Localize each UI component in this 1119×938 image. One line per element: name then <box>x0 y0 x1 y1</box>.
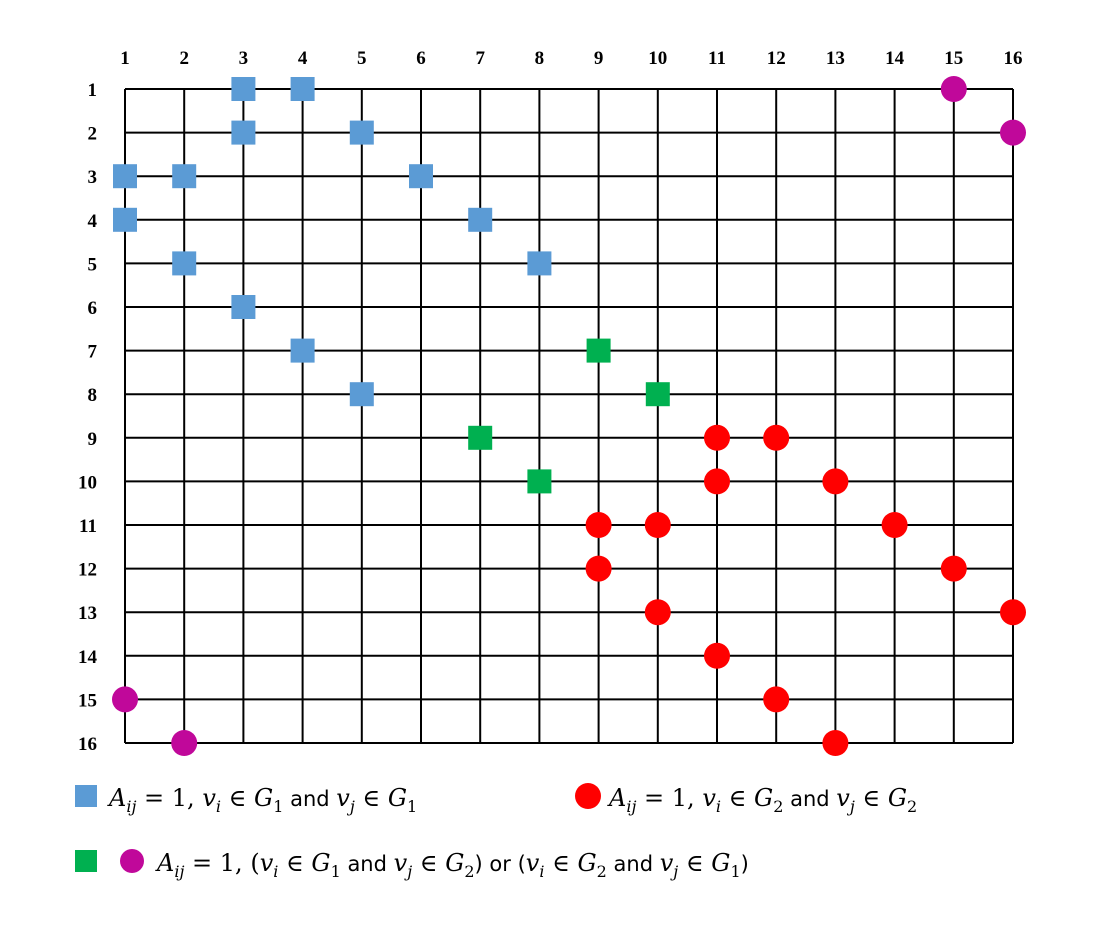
column-label: 8 <box>535 48 545 69</box>
column-label: 15 <box>944 48 963 69</box>
column-label: 4 <box>298 48 308 69</box>
row-label: 11 <box>79 516 97 537</box>
blue-square-marker <box>409 164 433 189</box>
legend-cross-group-text: Aij = 1, (vi ∈ G1 and vj ∈ G2) or (vi ∈ … <box>155 849 749 881</box>
row-label: 1 <box>88 80 98 101</box>
blue-square-marker <box>290 77 315 101</box>
red-circle-marker <box>704 424 730 451</box>
row-label: 8 <box>88 385 98 406</box>
green-square-marker <box>468 425 493 450</box>
column-labels: 1 2 3 4 5 6 7 8 9 10 11 12 13 14 15 16 <box>120 48 1022 69</box>
legend-blue-square-icon <box>75 785 97 807</box>
blue-square-marker <box>231 120 256 145</box>
column-label: 12 <box>767 48 786 69</box>
column-label: 5 <box>357 48 367 69</box>
red-circle-marker <box>822 468 849 495</box>
column-label: 2 <box>179 48 189 69</box>
red-circle-marker <box>1000 599 1026 626</box>
row-label: 13 <box>78 603 97 624</box>
column-label: 3 <box>239 48 249 69</box>
red-circle-marker <box>763 424 790 451</box>
row-label: 14 <box>78 647 98 668</box>
column-label: 6 <box>416 48 426 69</box>
magenta-circle-marker <box>171 730 198 756</box>
row-label: 6 <box>88 298 98 319</box>
green-square-marker <box>527 469 552 494</box>
red-circle-marker <box>704 642 730 669</box>
column-label: 16 <box>1004 48 1023 69</box>
row-label: 16 <box>78 734 97 755</box>
blue-square-marker <box>231 77 256 101</box>
red-circle-marker <box>763 686 790 713</box>
blue-square-marker <box>349 120 374 145</box>
red-circle-marker <box>644 512 671 538</box>
legend-g2-g2-text: Aij = 1, vi ∈ G2 and vj ∈ G2 <box>607 784 917 816</box>
row-label: 4 <box>88 211 98 232</box>
blue-square-marker <box>113 207 137 232</box>
column-label: 11 <box>708 48 726 69</box>
blue-square-marker <box>231 295 256 319</box>
magenta-circle-marker <box>940 76 967 102</box>
matrix-entries <box>112 76 1026 756</box>
blue-square-marker <box>349 382 374 407</box>
blue-square-marker <box>113 164 137 189</box>
legend-green-square-icon <box>75 850 97 872</box>
magenta-circle-marker <box>1000 119 1026 146</box>
legend-red-circle-icon <box>575 783 601 809</box>
green-square-marker <box>586 338 611 363</box>
red-circle-marker <box>881 512 908 538</box>
column-label: 14 <box>885 48 905 69</box>
row-label: 5 <box>88 254 98 275</box>
legend-line-1: Aij = 1, vi ∈ G1 and vj ∈ G1 Aij = 1, vi… <box>75 783 917 816</box>
green-square-marker <box>645 382 670 407</box>
legend-magenta-circle-icon <box>120 849 144 873</box>
column-label: 1 <box>120 48 130 69</box>
row-label: 9 <box>88 429 98 450</box>
blue-square-marker <box>527 251 552 276</box>
red-circle-marker <box>585 512 612 538</box>
red-circle-marker <box>585 555 612 582</box>
row-label: 7 <box>88 342 98 363</box>
row-label: 2 <box>88 124 98 145</box>
row-label: 10 <box>78 472 97 493</box>
red-circle-marker <box>704 468 730 495</box>
column-label: 10 <box>648 48 667 69</box>
column-label: 7 <box>475 48 485 69</box>
blue-square-marker <box>172 251 197 276</box>
row-label: 15 <box>78 690 97 711</box>
red-circle-marker <box>940 555 967 582</box>
legend-line-2: Aij = 1, (vi ∈ G1 and vj ∈ G2) or (vi ∈ … <box>75 849 749 881</box>
row-label: 3 <box>88 167 98 188</box>
matrix-grid <box>124 88 1014 744</box>
red-circle-marker <box>822 730 849 756</box>
column-label: 9 <box>594 48 604 69</box>
row-label: 12 <box>78 560 97 581</box>
magenta-circle-marker <box>112 686 138 713</box>
column-label: 13 <box>826 48 845 69</box>
legend-g1-g1-text: Aij = 1, vi ∈ G1 and vj ∈ G1 <box>107 784 417 816</box>
blue-square-marker <box>290 338 315 363</box>
blue-square-marker <box>172 164 197 189</box>
red-circle-marker <box>644 599 671 626</box>
blue-square-marker <box>468 207 493 232</box>
